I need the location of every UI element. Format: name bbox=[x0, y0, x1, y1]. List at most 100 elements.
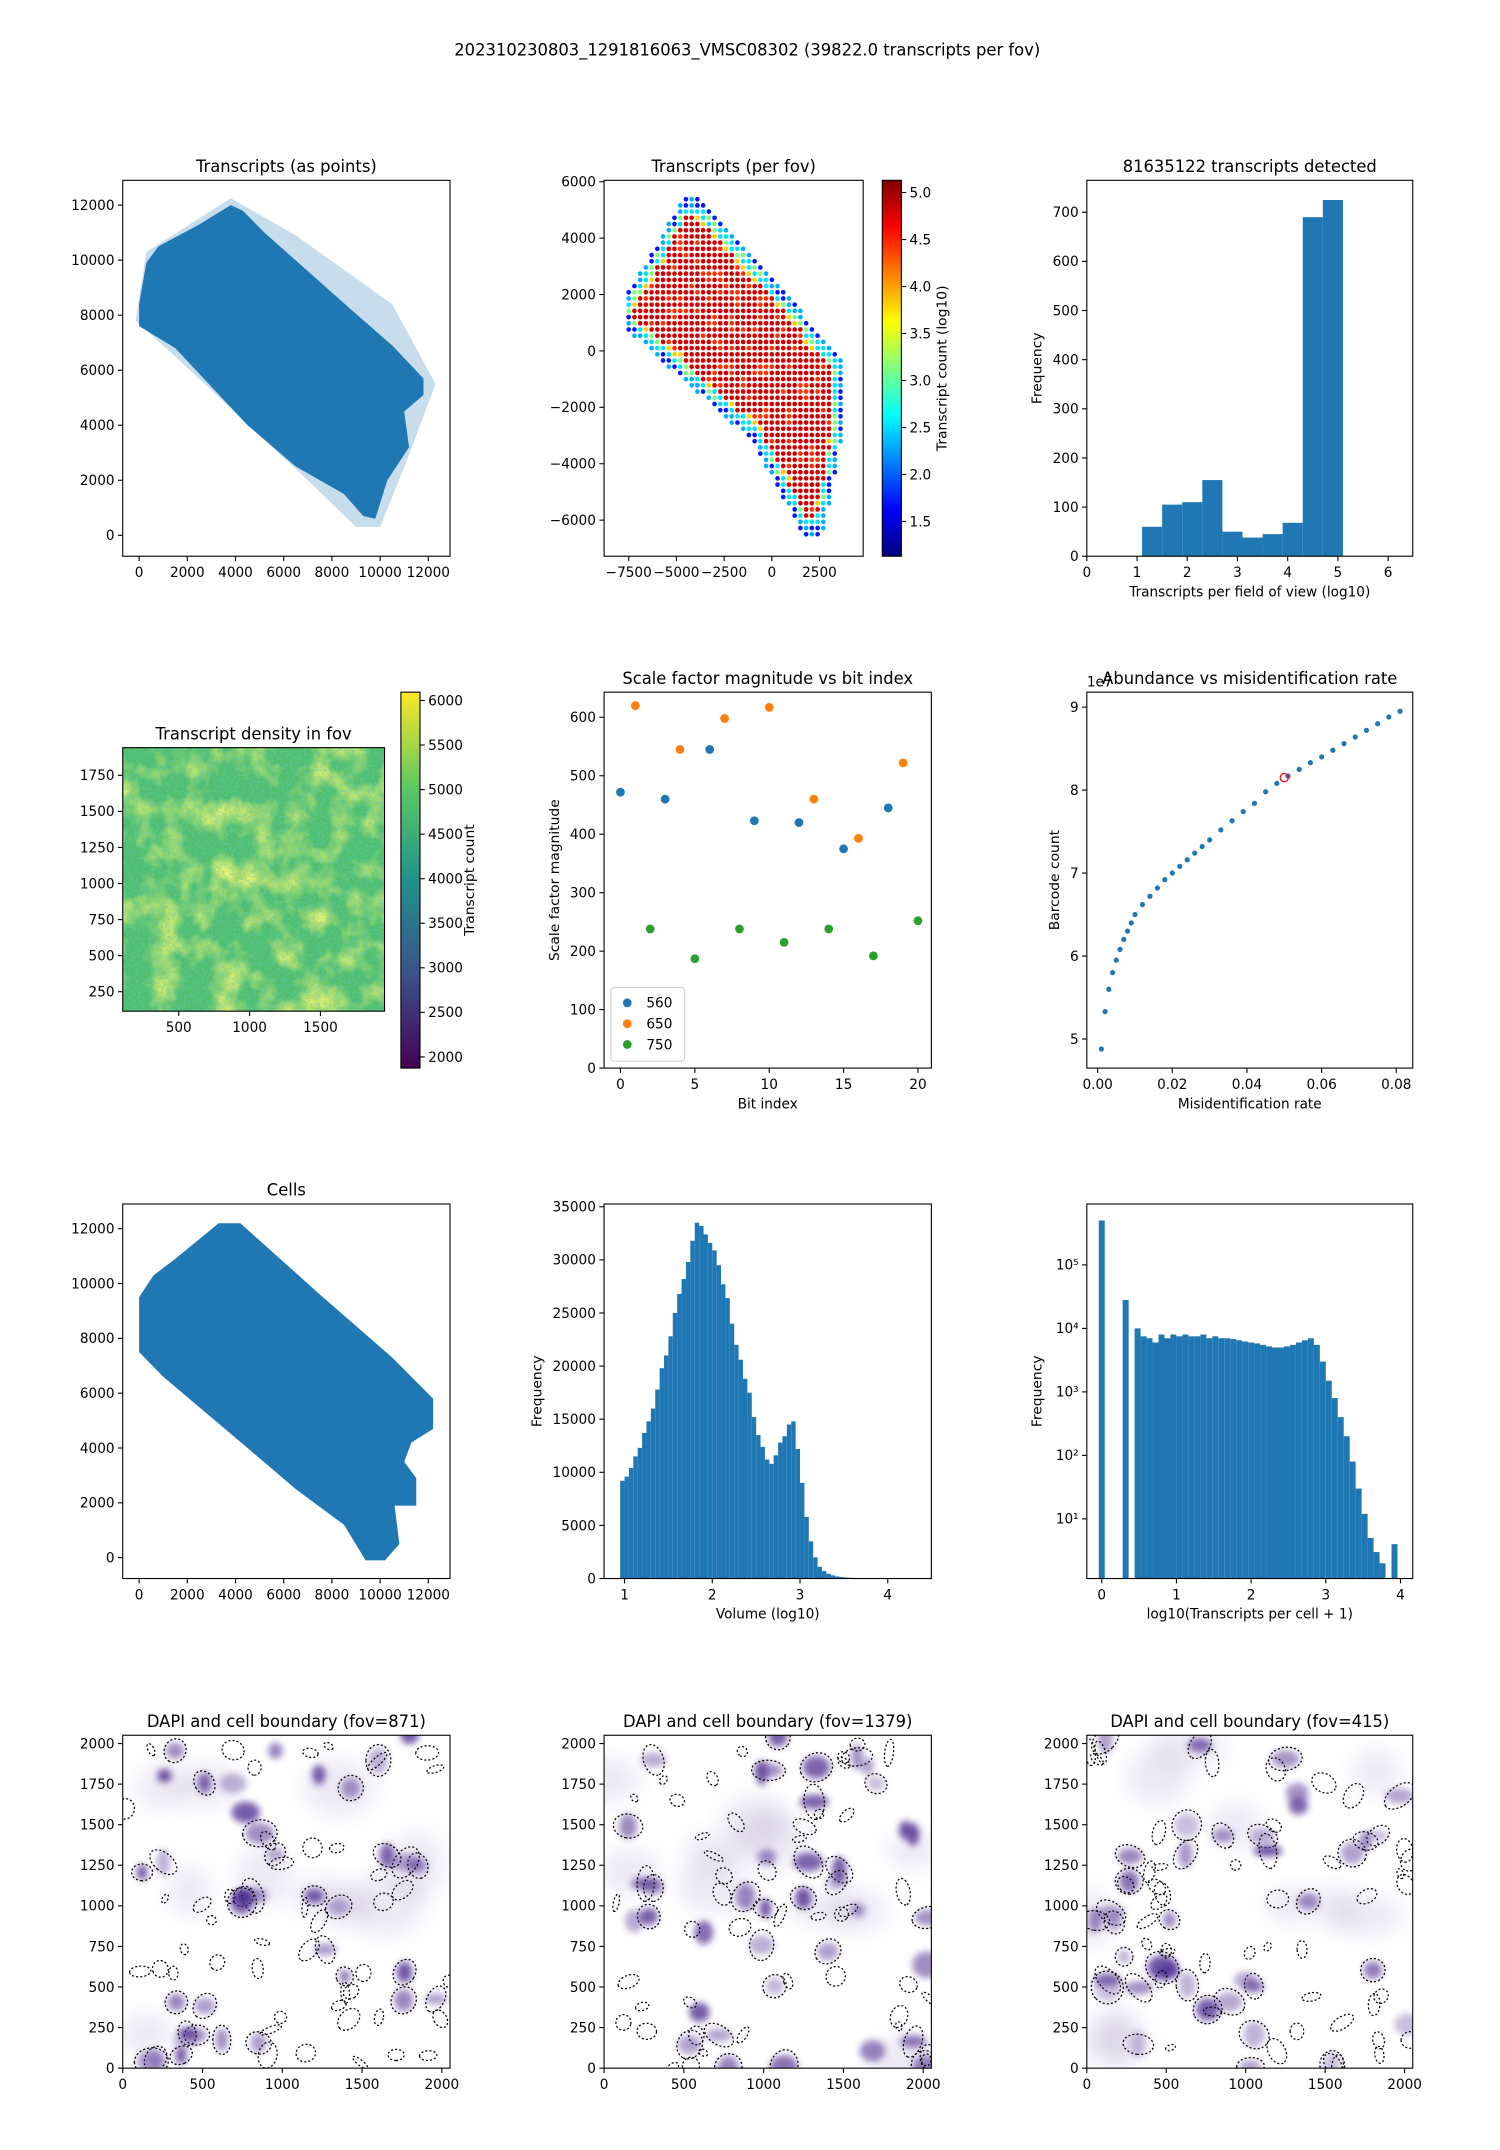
fov-dot bbox=[740, 407, 746, 413]
cell-boundary bbox=[179, 1943, 189, 1956]
fov-dot bbox=[780, 488, 786, 494]
x-tick-label: 1500 bbox=[826, 2077, 861, 2093]
fov-dot bbox=[695, 382, 700, 388]
fov-dot bbox=[832, 401, 838, 407]
fov-dot bbox=[769, 407, 775, 413]
fov-dot bbox=[626, 296, 632, 301]
cell-boundary bbox=[757, 1860, 777, 1881]
fov-dot bbox=[826, 426, 832, 432]
nucleus bbox=[717, 2055, 739, 2069]
bar bbox=[694, 1222, 700, 1579]
fov-dot bbox=[752, 320, 757, 326]
fov-dot bbox=[666, 258, 672, 264]
y-tick-label: 30000 bbox=[553, 1253, 596, 1269]
nucleus bbox=[1243, 2021, 1265, 2048]
fov-dot bbox=[792, 382, 798, 388]
fov-dot bbox=[786, 314, 792, 320]
fov-dot bbox=[677, 289, 683, 295]
fov-dot bbox=[803, 376, 809, 382]
legend-label: 560 bbox=[646, 996, 672, 1012]
point bbox=[705, 745, 715, 754]
fov-dot bbox=[798, 389, 803, 394]
point bbox=[1319, 754, 1325, 760]
fov-dot bbox=[723, 401, 729, 407]
fov-dot bbox=[832, 351, 838, 357]
fov-dot bbox=[655, 289, 660, 295]
fov-dot bbox=[752, 364, 757, 370]
cell-boundary bbox=[163, 1738, 187, 1764]
y-offset-label: 1e7 bbox=[1087, 675, 1113, 691]
fov-dot bbox=[826, 401, 832, 407]
cell-boundary bbox=[902, 2025, 924, 2058]
fov-dot bbox=[798, 401, 803, 407]
fov-dot bbox=[689, 203, 694, 208]
fov-dot bbox=[763, 283, 769, 289]
fov-dot bbox=[632, 327, 637, 332]
fov-dot bbox=[677, 333, 683, 339]
point bbox=[616, 787, 625, 797]
fov-dot bbox=[672, 358, 677, 363]
fov-dot bbox=[700, 289, 706, 295]
point bbox=[1397, 708, 1403, 714]
fov-dot bbox=[735, 277, 740, 283]
fov-dot bbox=[672, 351, 677, 357]
dapi-haze bbox=[887, 1832, 932, 1869]
fov-dot bbox=[689, 215, 694, 221]
fov-dot bbox=[712, 382, 717, 388]
fov-dot bbox=[792, 500, 798, 506]
fov-dot bbox=[700, 320, 706, 326]
x-tick-label: 2500 bbox=[802, 565, 837, 581]
fov-dot bbox=[798, 364, 803, 370]
x-tick-label: 0 bbox=[1082, 565, 1091, 581]
fov-dot bbox=[735, 370, 740, 376]
bar bbox=[1236, 1340, 1243, 1579]
fov-dot bbox=[723, 345, 729, 351]
y-tick-label: 1750 bbox=[1044, 1777, 1079, 1793]
fov-dot bbox=[763, 271, 769, 277]
bar bbox=[681, 1278, 686, 1579]
fov-dot bbox=[706, 370, 712, 376]
x-tick-label: 4 bbox=[883, 1587, 892, 1603]
fov-dot bbox=[740, 314, 746, 320]
x-tick-label: 8000 bbox=[315, 565, 350, 581]
bar bbox=[1319, 1361, 1326, 1579]
fov-dot bbox=[712, 364, 717, 370]
fov-dot bbox=[775, 382, 780, 388]
fov-dot bbox=[769, 376, 775, 382]
y-tick-label: 400 bbox=[1053, 352, 1079, 368]
cell-boundary bbox=[193, 1770, 216, 1796]
fov-dot bbox=[729, 364, 735, 370]
axes-title: Scale factor magnitude vs bit index bbox=[622, 669, 913, 688]
fov-dot bbox=[706, 308, 712, 314]
fov-dot bbox=[649, 258, 654, 264]
fov-dot bbox=[769, 302, 775, 308]
fov-dot bbox=[700, 339, 706, 345]
cell-boundary bbox=[782, 1972, 794, 1990]
fov-dot bbox=[649, 296, 654, 301]
fov-dot bbox=[803, 476, 809, 481]
fov-dot bbox=[689, 376, 694, 382]
fov-dot bbox=[683, 203, 689, 208]
cell-boundary bbox=[206, 1915, 217, 1926]
fov-dot bbox=[740, 246, 746, 252]
cell-boundary bbox=[1154, 1970, 1168, 1989]
cell-boundary bbox=[373, 2008, 385, 2027]
fov-dot bbox=[775, 283, 780, 289]
fov-dot bbox=[838, 376, 843, 382]
fov-dot bbox=[723, 277, 729, 283]
bar bbox=[1224, 1338, 1231, 1579]
fov-dot bbox=[775, 482, 780, 487]
fov-dot bbox=[769, 395, 775, 401]
fov-dot bbox=[769, 358, 775, 363]
fov-dot bbox=[792, 358, 798, 363]
fov-dot bbox=[637, 308, 643, 314]
nucleus bbox=[232, 1888, 247, 1911]
bar bbox=[642, 1433, 647, 1579]
fov-dot bbox=[780, 382, 786, 388]
fov-dot bbox=[689, 196, 694, 202]
fov-dot bbox=[798, 513, 803, 518]
y-tick-label: 1750 bbox=[80, 1777, 115, 1793]
fov-dot bbox=[758, 445, 763, 450]
cell-boundary bbox=[1158, 1909, 1181, 1931]
x-tick-label: 3 bbox=[1321, 1587, 1330, 1603]
